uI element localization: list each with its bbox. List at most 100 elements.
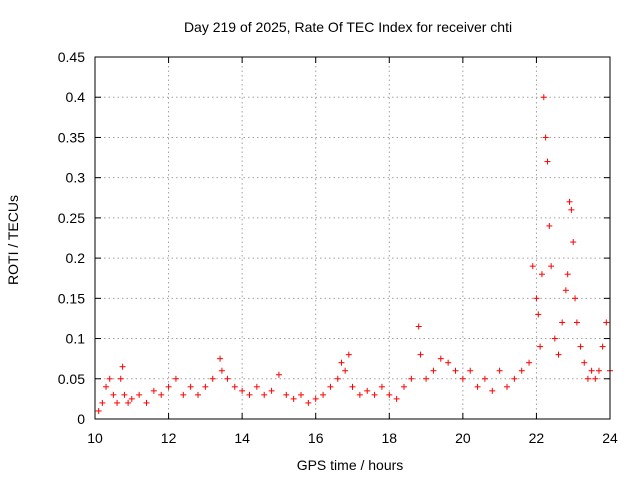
y-tick-label: 0.3 bbox=[66, 170, 86, 186]
data-point bbox=[268, 387, 275, 394]
x-tick-label: 10 bbox=[87, 430, 103, 446]
data-point bbox=[253, 383, 260, 390]
y-tick-label: 0.35 bbox=[58, 129, 85, 145]
data-point bbox=[312, 395, 319, 402]
data-point bbox=[573, 319, 580, 326]
data-point bbox=[551, 335, 558, 342]
data-point bbox=[150, 387, 157, 394]
data-point bbox=[202, 383, 209, 390]
data-point bbox=[467, 367, 474, 374]
data-point bbox=[218, 367, 225, 374]
data-point bbox=[261, 391, 268, 398]
y-tick-label: 0.45 bbox=[58, 49, 85, 65]
data-point bbox=[595, 367, 602, 374]
plot-frame bbox=[94, 56, 611, 420]
data-point bbox=[568, 206, 575, 213]
data-point bbox=[423, 375, 430, 382]
x-axis-title: GPS time / hours bbox=[297, 457, 404, 473]
data-point bbox=[584, 375, 591, 382]
data-point bbox=[544, 158, 551, 165]
data-point bbox=[195, 391, 201, 398]
data-point bbox=[572, 295, 579, 302]
x-tick-label: 14 bbox=[234, 430, 250, 446]
x-tick-label: 16 bbox=[308, 430, 324, 446]
data-point bbox=[342, 367, 349, 374]
data-point bbox=[566, 198, 573, 205]
data-point bbox=[577, 343, 584, 350]
data-point bbox=[305, 399, 312, 406]
y-tick-label: 0.25 bbox=[58, 210, 85, 226]
data-point bbox=[217, 355, 224, 362]
data-point bbox=[529, 263, 536, 270]
y-axis-tick-labels: 0 0.05 0.1 0.15 0.2 0.25 0.3 0.35 0.4 0.45 bbox=[58, 49, 85, 427]
data-point bbox=[158, 391, 165, 398]
data-point bbox=[445, 359, 452, 366]
data-point bbox=[110, 391, 117, 398]
data-point bbox=[452, 367, 459, 374]
data-point bbox=[526, 359, 533, 366]
data-point bbox=[603, 319, 610, 326]
data-point bbox=[481, 375, 488, 382]
data-point bbox=[165, 383, 172, 390]
data-point bbox=[327, 383, 334, 390]
data-point bbox=[430, 367, 437, 374]
data-point bbox=[518, 367, 525, 374]
data-point bbox=[588, 367, 595, 374]
data-point bbox=[564, 271, 571, 278]
data-point bbox=[535, 311, 542, 318]
y-tick-label: 0.2 bbox=[66, 250, 86, 266]
data-point bbox=[417, 351, 424, 358]
data-point bbox=[356, 391, 363, 398]
x-tick-label: 12 bbox=[161, 430, 177, 446]
data-point bbox=[415, 323, 422, 330]
data-point bbox=[599, 343, 606, 350]
data-point bbox=[334, 375, 341, 382]
y-axis-title: ROTI / TECUs bbox=[5, 195, 21, 285]
data-point bbox=[320, 391, 327, 398]
data-point bbox=[338, 359, 345, 366]
data-point bbox=[298, 391, 304, 398]
data-point bbox=[128, 395, 135, 402]
x-tick-label: 24 bbox=[602, 430, 618, 446]
data-point bbox=[275, 371, 282, 378]
axis-ticks bbox=[94, 56, 611, 420]
data-point bbox=[231, 383, 238, 390]
data-point bbox=[548, 263, 555, 270]
y-tick-label: 0.15 bbox=[58, 290, 85, 306]
data-point bbox=[283, 391, 290, 398]
data-point bbox=[559, 319, 566, 326]
x-tick-label: 22 bbox=[529, 430, 545, 446]
x-axis-tick-labels: 10 12 14 16 18 20 22 24 bbox=[87, 430, 618, 446]
data-point bbox=[246, 391, 253, 398]
data-point bbox=[474, 383, 481, 390]
data-point bbox=[99, 399, 106, 406]
data-point bbox=[106, 375, 113, 382]
data-point bbox=[408, 375, 415, 382]
data-point bbox=[511, 375, 518, 382]
data-point bbox=[364, 387, 371, 394]
data-point bbox=[172, 375, 179, 382]
y-tick-label: 0.05 bbox=[58, 371, 85, 387]
data-point bbox=[143, 399, 150, 406]
data-point bbox=[496, 367, 503, 374]
data-point bbox=[393, 395, 400, 402]
data-point bbox=[119, 363, 126, 370]
x-tick-label: 20 bbox=[455, 430, 471, 446]
data-point bbox=[546, 222, 553, 229]
data-point bbox=[103, 383, 110, 390]
data-point bbox=[349, 383, 356, 390]
data-point bbox=[570, 239, 577, 246]
data-point bbox=[114, 399, 121, 406]
data-point bbox=[125, 399, 132, 406]
data-point bbox=[371, 391, 378, 398]
data-point bbox=[555, 351, 562, 358]
data-point bbox=[121, 391, 128, 398]
data-point bbox=[209, 375, 216, 382]
data-point bbox=[504, 383, 510, 390]
y-tick-label: 0.1 bbox=[66, 331, 86, 347]
data-point bbox=[224, 375, 231, 382]
data-points bbox=[95, 94, 613, 414]
data-point bbox=[537, 343, 544, 350]
data-point bbox=[562, 287, 569, 294]
